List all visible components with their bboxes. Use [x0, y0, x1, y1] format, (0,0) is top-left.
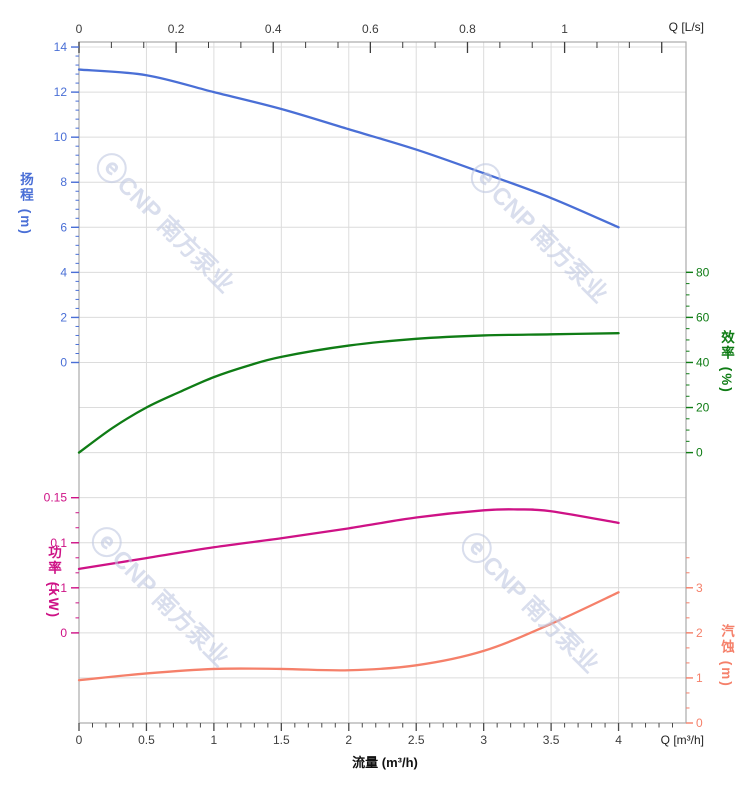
head-axis-tick-label: 14	[54, 40, 68, 54]
head-axis-tick-label: 2	[60, 310, 67, 324]
bottom-axis-tick-label: 0	[76, 733, 83, 747]
efficiency-axis-tick-label: 0	[696, 446, 703, 460]
top-axis-tick-label: 0	[76, 22, 83, 36]
head-axis-tick-label: 4	[60, 265, 67, 279]
top-axis-tick-label: 1	[561, 22, 568, 36]
top-axis-tick-label: 0.6	[362, 22, 379, 36]
head-axis-title: 扬程 (m)	[18, 172, 33, 236]
efficiency-axis-tick-label: 40	[696, 355, 710, 369]
npsh-axis-tick-label: 1	[696, 671, 703, 685]
head-axis-tick-label: 8	[60, 175, 67, 189]
power-axis-tick-label: 0.1	[50, 581, 67, 595]
bottom-axis-title: 流量 (m³/h)	[352, 755, 418, 770]
power-axis-tick-label: 0.1	[50, 536, 67, 550]
bottom-axis-tick-label: 0.5	[138, 733, 155, 747]
bottom-axis-tick-label: 2.5	[408, 733, 425, 747]
top-axis-tick-label: 0.2	[168, 22, 185, 36]
npsh-curve	[77, 591, 620, 682]
power-axis-tick-label: 0.15	[44, 491, 68, 505]
npsh-axis-tick-label: 3	[696, 581, 703, 595]
power-axis-tick-label: 0	[60, 626, 67, 640]
npsh-axis-title: 汽蚀 (m)	[719, 624, 734, 688]
head-axis-tick-label: 6	[60, 220, 67, 234]
bottom-axis-tick-label: 4	[615, 733, 622, 747]
npsh-axis-tick-label: 2	[696, 626, 703, 640]
bottom-axis-tick-label: 2	[345, 733, 352, 747]
head-curve	[77, 68, 620, 229]
efficiency-axis-title: 效率 (%)	[719, 330, 734, 394]
bottom-axis-tick-label: 1	[211, 733, 218, 747]
efficiency-curve	[77, 332, 620, 454]
efficiency-axis-tick-label: 20	[696, 401, 710, 415]
top-axis-unit-label: Q [L/s]	[668, 20, 704, 34]
bottom-axis-tick-label: 3.5	[543, 733, 560, 747]
head-axis-tick-label: 0	[60, 356, 67, 370]
head-axis-tick-label: 10	[54, 130, 68, 144]
top-axis-tick-label: 0.8	[459, 22, 476, 36]
bottom-axis-tick-label: 3	[480, 733, 487, 747]
power-axis-title: 功率 (kW)	[46, 545, 61, 619]
power-curve	[77, 508, 620, 571]
bottom-axis-unit-label: Q [m³/h]	[660, 733, 704, 747]
efficiency-axis-tick-label: 80	[696, 265, 710, 279]
npsh-axis-tick-label: 0	[696, 716, 703, 730]
efficiency-axis-tick-label: 60	[696, 310, 710, 324]
plot-border	[78, 41, 687, 724]
head-axis-tick-label: 12	[54, 85, 68, 99]
top-axis-tick-label: 0.4	[265, 22, 282, 36]
bottom-axis-tick-label: 1.5	[273, 733, 290, 747]
